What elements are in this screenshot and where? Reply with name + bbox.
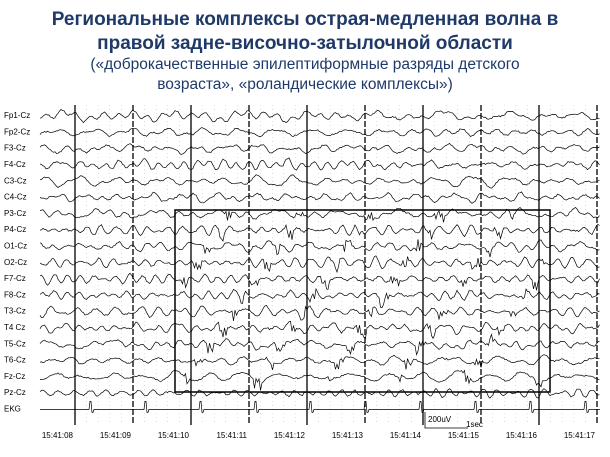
channel-label: Pz-Cz [4, 388, 26, 397]
trace [39, 255, 600, 274]
trace [39, 287, 600, 309]
trace [39, 109, 600, 124]
time-label: 15:41:12 [274, 431, 306, 440]
trace [39, 191, 600, 204]
channel-label: Fz-Cz [4, 372, 25, 381]
channel-label: P3-Cz [4, 209, 26, 218]
time-label: 15:41:08 [42, 431, 74, 440]
channel-label: T6-Cz [4, 356, 26, 365]
title-line: Региональные комплексы острая-медленная … [51, 9, 559, 30]
channel-label: F7-Cz [4, 274, 26, 283]
channel-label: F3-Cz [4, 144, 26, 153]
channel-label: C4-Cz [4, 193, 27, 202]
trace [40, 369, 600, 391]
time-label: 15:41:09 [100, 431, 132, 440]
trace [39, 320, 600, 340]
channel-label: T4 Cz [4, 323, 25, 332]
channel-label: Fp2-Cz [4, 127, 30, 136]
trace [39, 127, 600, 137]
channel-label: T3-Cz [4, 307, 26, 316]
trace [39, 272, 600, 291]
channel-label: F4-Cz [4, 160, 26, 169]
time-label: 15:41:16 [506, 431, 538, 440]
trace [39, 333, 600, 356]
trace [39, 157, 600, 171]
trace [39, 239, 600, 258]
trace [39, 142, 600, 155]
time-label: 15:41:11 [216, 431, 247, 440]
scale-bar [424, 412, 468, 429]
trace [39, 174, 600, 189]
trace [39, 223, 600, 242]
time-label: 15:41:10 [158, 431, 190, 440]
channel-label: O1-Cz [4, 242, 27, 251]
channel-label: C3-Cz [4, 176, 27, 185]
channel-label: F8-Cz [4, 290, 26, 299]
title-line: правой задне-височно-затылочной области [97, 33, 513, 54]
subtitle-line: возраста», «роландические комплексы») [157, 76, 453, 93]
channel-label: P4-Cz [4, 225, 26, 234]
trace [39, 304, 600, 322]
time-label: 15:41:15 [448, 431, 480, 440]
channel-label: T5-Cz [4, 339, 26, 348]
trace [39, 354, 600, 370]
channel-label: Fp1-Cz [4, 111, 30, 120]
trace [40, 401, 600, 413]
scale-amplitude: 200uV [428, 415, 452, 424]
time-label: 15:41:13 [332, 431, 364, 440]
channel-label: O2-Cz [4, 258, 27, 267]
time-label: 15:41:17 [564, 431, 596, 440]
time-label: 15:41:14 [390, 431, 422, 440]
subtitle-line: («доброкачественные эпилептиформные разр… [90, 56, 520, 73]
channel-label: EKG [4, 405, 21, 414]
highlight-box [174, 209, 551, 393]
scale-time: 1sec [466, 420, 483, 429]
